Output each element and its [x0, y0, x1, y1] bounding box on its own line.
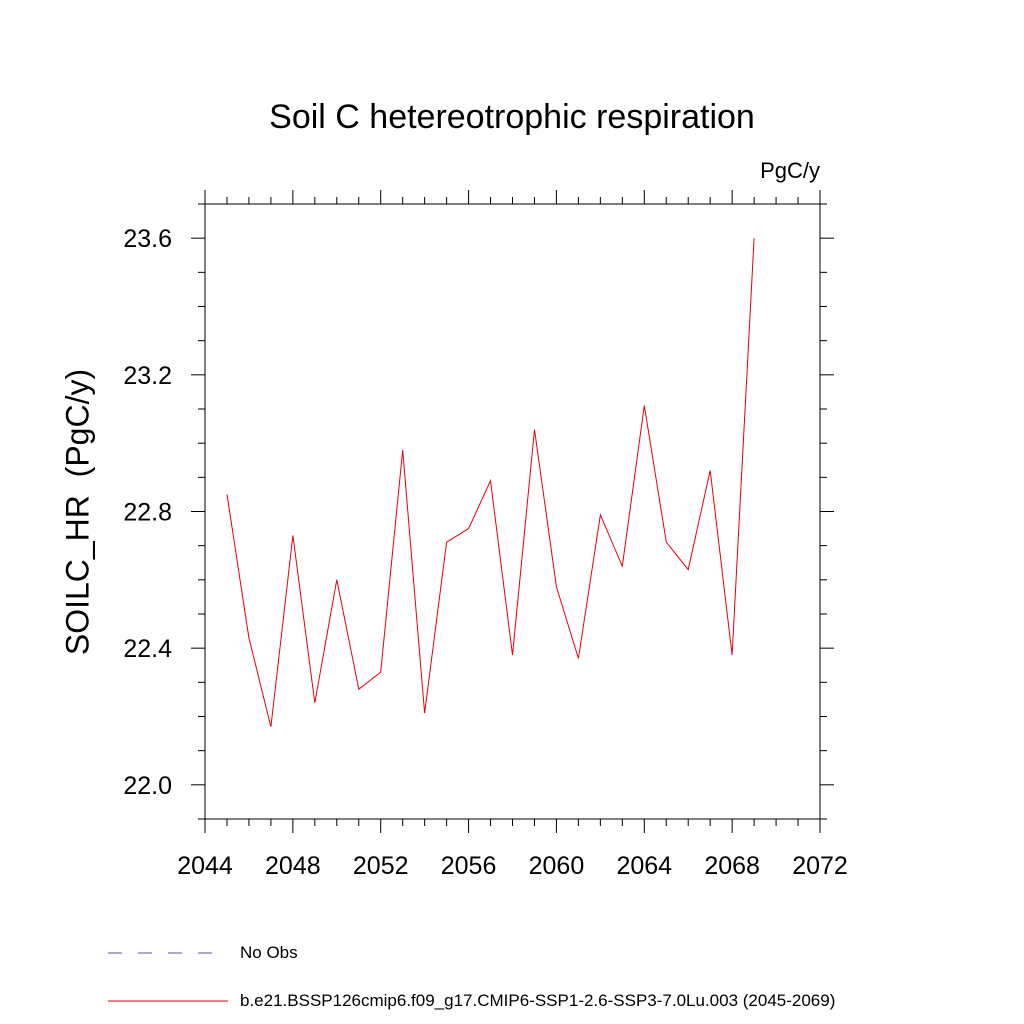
- x-tick-label: 2064: [616, 852, 672, 880]
- plot-frame: [204, 203, 821, 820]
- x-tick-label: 2068: [704, 852, 760, 880]
- x-tick-label: 2052: [353, 852, 409, 880]
- data-series: [226, 238, 755, 727]
- axis-ticks: [191, 190, 834, 833]
- y-tick-label: 23.6: [123, 225, 172, 253]
- x-tick-label: 2048: [265, 852, 321, 880]
- y-tick-label: 22.4: [123, 635, 172, 663]
- y-tick-label: 23.2: [123, 362, 172, 390]
- legend-lines: [108, 952, 228, 1002]
- x-tick-label: 2060: [529, 852, 585, 880]
- x-tick-label: 2044: [177, 852, 233, 880]
- y-axis-label: SOILC_HR (PgC/y): [59, 368, 96, 656]
- y-tick-label: 22.0: [123, 772, 172, 800]
- tick-labels: 2044 2048 2052 2056 2060 2064 2068 2072 22.0 22.4…: [123, 225, 847, 880]
- x-tick-label: 2072: [792, 852, 848, 880]
- legend-entry-model-run: b.e21.BSSP126cmip6.f09_g17.CMIP6-SSP1-2.…: [240, 991, 836, 1010]
- series-line: [226, 238, 755, 727]
- units-label: PgC/y: [760, 158, 820, 183]
- legend-entry-no-obs: No Obs: [240, 943, 298, 962]
- y-tick-label: 22.8: [123, 499, 172, 527]
- chart-title: Soil C hetereotrophic respiration: [269, 98, 755, 136]
- x-tick-label: 2056: [441, 852, 497, 880]
